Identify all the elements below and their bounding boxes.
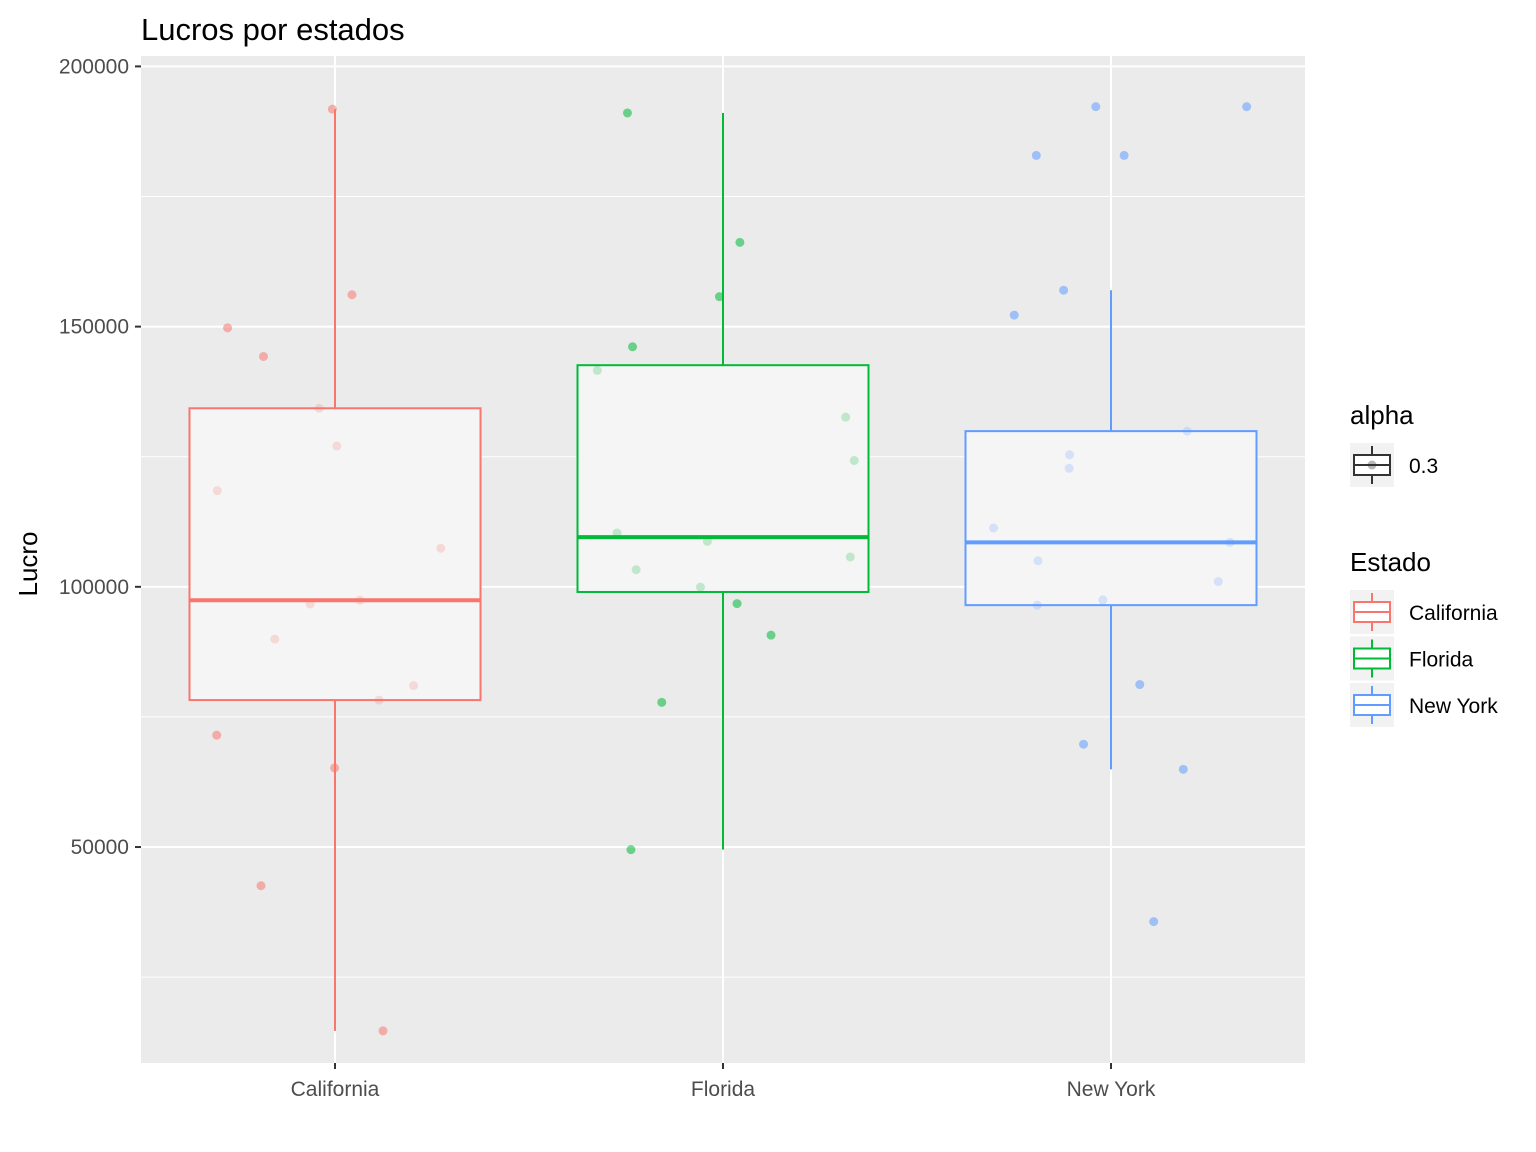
data-point <box>631 565 641 575</box>
chart-title: Lucros por estados <box>141 12 405 47</box>
data-point <box>1059 285 1069 295</box>
data-point <box>1065 450 1075 460</box>
legend-label: California <box>1409 602 1498 625</box>
data-point <box>1079 739 1089 749</box>
data-point <box>849 456 859 466</box>
box-new-york <box>964 290 1258 770</box>
x-tick-label: Florida <box>691 1078 756 1101</box>
y-axis-title: Lucro <box>13 531 43 596</box>
data-point <box>1032 600 1042 610</box>
legend-estado: Estado California Florida New York <box>1350 547 1498 727</box>
iqr-box <box>576 364 870 593</box>
x-tick-label: California <box>291 1078 380 1101</box>
data-point <box>1091 102 1101 112</box>
data-point <box>1098 595 1108 605</box>
legend-title: Estado <box>1350 547 1431 577</box>
data-point <box>612 528 622 538</box>
legend-label: Florida <box>1409 649 1474 672</box>
data-point <box>1182 426 1192 436</box>
data-point <box>1242 102 1252 112</box>
data-point <box>436 543 446 553</box>
data-point <box>1119 150 1129 160</box>
data-point <box>622 108 632 118</box>
data-point <box>1009 310 1019 320</box>
boxplots <box>188 109 1258 1031</box>
legend: alpha 0.3 Estado California Florida New York <box>1350 400 1498 727</box>
legend-label: 0.3 <box>1409 455 1438 478</box>
data-point <box>305 599 315 609</box>
data-point <box>735 237 745 247</box>
legend-key-point <box>1367 460 1377 470</box>
y-tick-label: 200000 <box>59 55 129 78</box>
data-point <box>332 441 342 451</box>
data-point <box>378 1026 388 1036</box>
data-point <box>1064 463 1074 473</box>
data-point <box>1033 556 1043 566</box>
data-point <box>258 351 268 361</box>
data-point <box>845 552 855 562</box>
data-point <box>626 845 636 855</box>
data-point <box>409 681 419 691</box>
data-point <box>989 523 999 533</box>
data-point <box>1225 537 1235 547</box>
data-point <box>1178 764 1188 774</box>
data-point <box>1149 917 1159 927</box>
y-axis: 50000 100000 150000 200000 <box>59 55 141 859</box>
data-point <box>223 323 233 333</box>
x-axis: California Florida New York <box>291 1063 1156 1101</box>
data-point <box>270 634 280 644</box>
data-point <box>1135 680 1145 690</box>
iqr-box <box>188 407 482 702</box>
box-florida <box>576 112 870 850</box>
data-point <box>327 104 337 114</box>
data-point <box>256 881 266 891</box>
data-point <box>374 695 384 705</box>
legend-title: alpha <box>1350 400 1414 430</box>
data-point <box>1031 150 1041 160</box>
data-point <box>330 763 340 773</box>
data-point <box>732 599 742 609</box>
data-point <box>714 292 724 302</box>
data-point <box>355 595 365 605</box>
data-point <box>628 342 638 352</box>
legend-label: New York <box>1409 695 1498 718</box>
jittered-points <box>212 102 1252 1036</box>
data-point <box>702 536 712 546</box>
data-point <box>657 697 667 707</box>
data-point <box>592 365 602 375</box>
data-point <box>314 403 324 413</box>
y-tick-label: 50000 <box>71 836 129 859</box>
data-point <box>212 486 222 496</box>
data-point <box>695 582 705 592</box>
iqr-box <box>964 430 1258 607</box>
y-tick-label: 150000 <box>59 316 129 339</box>
data-point <box>841 412 851 422</box>
x-tick-label: New York <box>1067 1078 1156 1101</box>
data-point <box>212 730 222 740</box>
box-california <box>188 109 482 1031</box>
data-point <box>766 630 776 640</box>
y-tick-label: 100000 <box>59 576 129 599</box>
legend-alpha: alpha 0.3 <box>1350 400 1438 487</box>
data-point <box>1213 577 1223 587</box>
data-point <box>347 290 357 300</box>
